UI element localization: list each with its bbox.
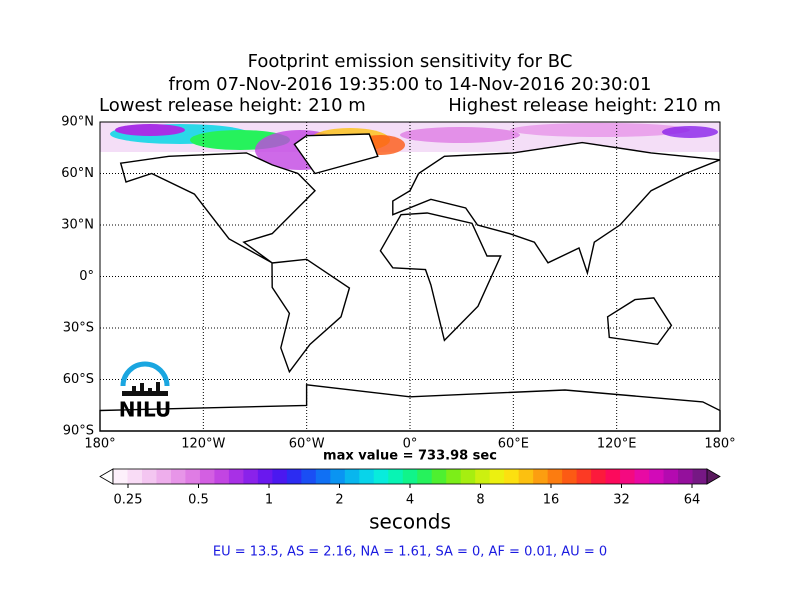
y-tick-label: 0° <box>79 269 94 284</box>
colorbar-segment <box>562 469 578 484</box>
colorbar-segment <box>431 469 447 484</box>
colorbar-segment <box>533 469 549 484</box>
colorbar-segment <box>634 469 650 484</box>
colorbar-tick-label: 64 <box>684 493 701 508</box>
colorbar-tick-label: 8 <box>476 493 484 508</box>
colorbar-tick-label: 16 <box>543 493 560 508</box>
colorbar-segment <box>402 469 418 484</box>
y-tick-label: 90°S <box>63 424 94 439</box>
x-tick-label: 120°W <box>181 437 225 452</box>
x-tick-label: 60°W <box>289 437 325 452</box>
colorbar-segment <box>489 469 505 484</box>
colorbar-segment <box>663 469 679 484</box>
x-tick-label: 180° <box>84 437 115 452</box>
colorbar-segment <box>185 469 201 484</box>
colorbar-tick-label: 1 <box>265 493 273 508</box>
colorbar-tick-label: 0.25 <box>114 493 143 508</box>
colorbar-segment <box>692 469 708 484</box>
colorbar-segment <box>257 469 273 484</box>
colorbar-segment <box>113 469 128 484</box>
release-low: Lowest release height: 210 m <box>99 95 366 116</box>
colorbar-segment <box>315 469 331 484</box>
colorbar-segment <box>344 469 360 484</box>
colorbar-segment <box>301 469 317 484</box>
x-tick-label: 180° <box>704 437 735 452</box>
logo: NILU <box>119 361 171 422</box>
colorbar-label: seconds <box>369 510 451 534</box>
colorbar-segment <box>591 469 607 484</box>
map-frame <box>99 121 721 432</box>
region-summary: EU = 13.5, AS = 2.16, NA = 1.61, SA = 0,… <box>213 545 607 560</box>
y-tick-label: 60°S <box>63 372 94 387</box>
colorbar-segment <box>605 469 621 484</box>
colorbar-segment <box>199 469 215 484</box>
release-high: Highest release height: 210 m <box>448 95 721 116</box>
x-tick-label: 60°E <box>498 437 529 452</box>
colorbar-segment <box>228 469 244 484</box>
colorbar-tick-label: 0.5 <box>188 493 209 508</box>
colorbar-segment <box>576 469 592 484</box>
logo-text: NILU <box>119 398 171 422</box>
title-line: from 07-Nov-2016 19:35:00 to 14-Nov-2016… <box>169 74 652 95</box>
colorbar-tick-label: 2 <box>335 493 343 508</box>
colorbar-under <box>99 468 114 485</box>
colorbar-segment <box>388 469 404 484</box>
y-tick-label: 90°N <box>61 115 94 130</box>
colorbar-segment <box>359 469 375 484</box>
colorbar-tick-label: 32 <box>613 493 630 508</box>
coastlines <box>99 133 721 432</box>
title-line: Footprint emission sensitivity for BC <box>248 51 573 72</box>
x-tick-label: 120°E <box>597 437 637 452</box>
colorbar-segment <box>243 469 259 484</box>
colorbar-segment <box>678 469 694 484</box>
colorbar-segment <box>649 469 665 484</box>
colorbar-segment <box>170 469 186 484</box>
colorbar-over <box>706 468 721 485</box>
colorbar-segment <box>417 469 433 484</box>
colorbar-segment <box>620 469 636 484</box>
max-value: max value = 733.98 sec <box>323 449 497 464</box>
colorbar-segment <box>446 469 462 484</box>
y-tick-label: 30°S <box>63 321 94 336</box>
colorbar: 0.25 0.5 1 2 4 8 16 32 64 <box>99 468 721 508</box>
map: NILU <box>99 121 721 432</box>
y-tick-label: 30°N <box>61 218 94 233</box>
colorbar-segment <box>156 469 172 484</box>
colorbar-segment <box>518 469 534 484</box>
y-tick-label: 60°N <box>61 166 94 181</box>
colorbar-segment <box>330 469 346 484</box>
colorbar-segment <box>272 469 288 484</box>
colorbar-segment <box>547 469 563 484</box>
colorbar-segment <box>127 469 143 484</box>
colorbar-segment <box>286 469 302 484</box>
colorbar-segment <box>373 469 389 484</box>
colorbar-segment <box>475 469 491 484</box>
colorbar-tick-label: 4 <box>406 493 414 508</box>
colorbar-segment <box>141 469 157 484</box>
colorbar-segment <box>214 469 230 484</box>
colorbar-segment <box>460 469 476 484</box>
colorbar-segment <box>504 469 520 484</box>
x-tick-label: 0° <box>403 437 418 452</box>
